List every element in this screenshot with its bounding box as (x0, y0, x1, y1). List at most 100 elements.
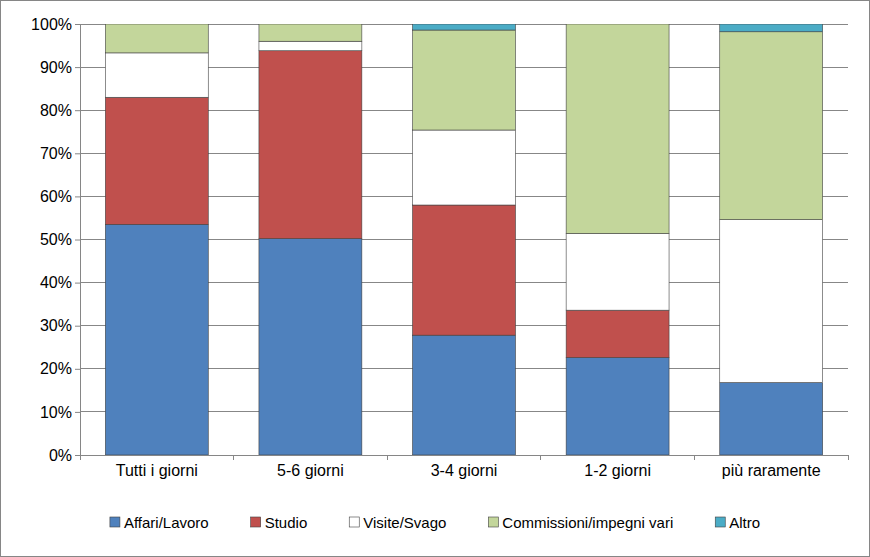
y-tick-label: 90% (40, 59, 72, 76)
y-tick-mark (75, 196, 80, 197)
bar (105, 224, 208, 455)
bar (566, 24, 669, 233)
y-tick-label: 30% (40, 317, 72, 334)
bar (720, 24, 823, 32)
x-tick-label: più raramente (722, 462, 821, 479)
bar (413, 30, 516, 130)
x-tick: 3-4 giorni (431, 455, 498, 479)
y-tick-label: 20% (40, 360, 72, 377)
legend-item: Visite/Svago (349, 514, 446, 531)
y-tick-mark (75, 412, 80, 413)
legend-swatch (251, 517, 261, 527)
legend-label: Affari/Lavoro (124, 514, 209, 531)
y-tick: 80% (40, 102, 80, 119)
category-divider (233, 455, 234, 460)
y-tick-label: 80% (40, 102, 72, 119)
x-tick-label: 3-4 giorni (431, 462, 498, 479)
legend-swatch (110, 517, 120, 527)
y-axis-line (80, 25, 81, 456)
bar (105, 24, 208, 53)
bar (720, 383, 823, 455)
y-tick: 100% (31, 16, 80, 33)
y-tick-label: 40% (40, 274, 72, 291)
legend-item: Commissioni/impegni vari (488, 514, 673, 531)
bar (720, 32, 823, 220)
bar (413, 335, 516, 455)
x-tick: 5-6 giorni (277, 455, 344, 479)
x-axis: Tutti i giorni 5-6 giorni 3-4 giorni 1-2 gi… (81, 455, 849, 479)
chart: 0% 10% 20% 30% 40% 50% 60% 70% 80% 90% 100% Tutti i… (0, 0, 870, 557)
bar (105, 53, 208, 97)
y-tick: 10% (40, 404, 80, 421)
x-tick-label: Tutti i giorni (116, 462, 198, 479)
bar-series (105, 24, 822, 233)
y-tick-mark (75, 455, 80, 456)
y-tick-mark (75, 240, 80, 241)
bar (259, 24, 362, 41)
legend: Affari/Lavoro Studio Visite/Svago Commissio… (110, 514, 760, 531)
bar (566, 24, 669, 25)
legend-swatch (349, 517, 359, 527)
category-divider (80, 455, 81, 460)
bar (720, 220, 823, 383)
bar (259, 51, 362, 239)
chart-frame (1, 1, 870, 557)
y-axis: 0% 10% 20% 30% 40% 50% 60% 70% 80% 90% 100% (31, 16, 80, 464)
legend-label: Altro (729, 514, 760, 531)
category-divider (387, 455, 388, 460)
bar (259, 239, 362, 455)
category-divider (848, 455, 849, 460)
bar-series (413, 24, 823, 32)
legend-swatch (715, 517, 725, 527)
x-tick-label: 1-2 giorni (584, 462, 651, 479)
y-tick: 90% (40, 59, 80, 76)
x-tick: più raramente (722, 455, 821, 479)
y-tick-mark (75, 110, 80, 111)
y-tick-mark (75, 24, 80, 25)
bar (566, 310, 669, 357)
y-tick-label: 0% (49, 447, 72, 464)
legend-swatch (488, 517, 498, 527)
y-tick-label: 70% (40, 145, 72, 162)
legend-item: Studio (251, 514, 308, 531)
bar (413, 205, 516, 335)
bar (259, 24, 362, 25)
category-divider (694, 455, 695, 460)
legend-label: Studio (265, 514, 308, 531)
y-tick: 30% (40, 317, 80, 334)
bar (259, 41, 362, 50)
y-tick-mark (75, 326, 80, 327)
y-tick-mark (75, 369, 80, 370)
y-tick: 70% (40, 145, 80, 162)
legend-item: Affari/Lavoro (110, 514, 209, 531)
bar (566, 233, 669, 310)
legend-item: Altro (715, 514, 760, 531)
x-tick: 1-2 giorni (584, 455, 651, 479)
y-tick: 60% (40, 188, 80, 205)
y-tick-mark (75, 283, 80, 284)
bar (105, 97, 208, 224)
y-tick: 50% (40, 231, 80, 248)
bar (566, 358, 669, 455)
y-tick-label: 60% (40, 188, 72, 205)
legend-label: Commissioni/impegni vari (502, 514, 673, 531)
y-tick-mark (75, 153, 80, 154)
category-dividers (80, 455, 848, 460)
x-tick: Tutti i giorni (116, 455, 198, 479)
y-tick-label: 10% (40, 404, 72, 421)
bars (105, 24, 822, 455)
y-tick-label: 50% (40, 231, 72, 248)
bar (413, 130, 516, 205)
category-divider (540, 455, 541, 460)
grid (80, 24, 848, 455)
y-tick: 0% (49, 447, 80, 464)
y-tick: 40% (40, 274, 80, 291)
bar (105, 24, 208, 25)
legend-label: Visite/Svago (363, 514, 446, 531)
x-axis-line (81, 455, 849, 456)
y-tick-label: 100% (31, 16, 72, 33)
y-tick: 20% (40, 360, 80, 377)
x-tick-label: 5-6 giorni (277, 462, 344, 479)
bar (413, 24, 516, 30)
y-tick-mark (75, 67, 80, 68)
